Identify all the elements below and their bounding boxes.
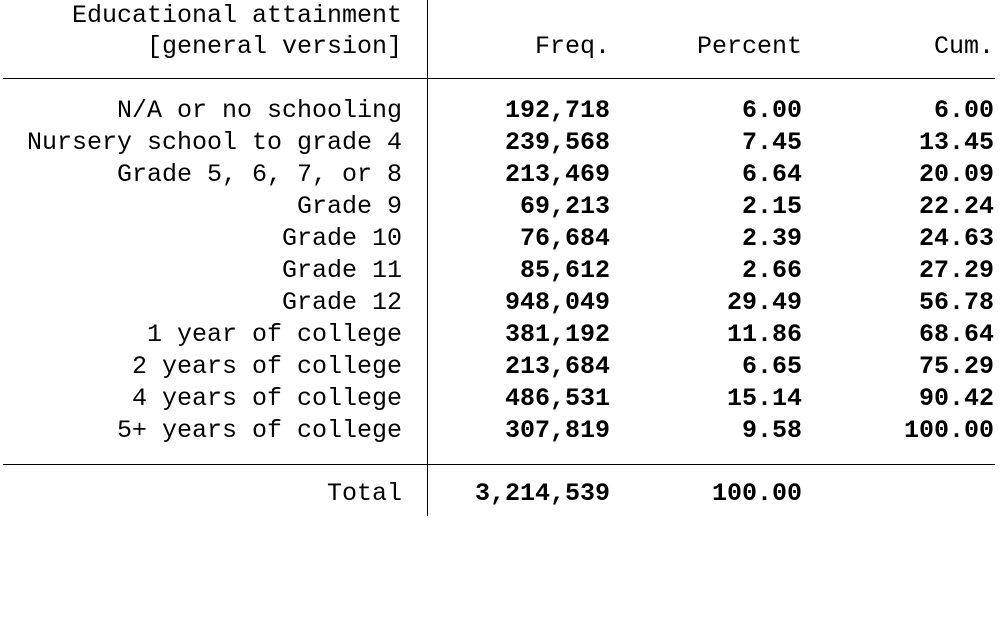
table-row: Grade 9 69,213 2.15 22.24	[0, 191, 1001, 223]
row-freq: 307,819	[504, 416, 610, 445]
row-percent: 6.64	[741, 160, 802, 189]
row-label: Grade 5, 6, 7, or 8	[116, 160, 402, 189]
total-divider	[3, 464, 995, 465]
row-percent: 29.49	[726, 288, 802, 317]
row-label: 5+ years of college	[116, 416, 402, 445]
total-percent: 100.00	[711, 479, 802, 508]
row-label: Grade 10	[281, 224, 402, 253]
row-cum: 13.45	[918, 128, 994, 157]
row-freq: 213,684	[504, 352, 610, 381]
row-freq: 948,049	[504, 288, 610, 317]
row-freq: 192,718	[504, 96, 610, 125]
total-row: Total 3,214,539 100.00	[0, 478, 1001, 510]
table-row: Grade 12 948,049 29.49 56.78	[0, 287, 1001, 319]
total-freq: 3,214,539	[474, 479, 610, 508]
table-row: Grade 10 76,684 2.39 24.63	[0, 223, 1001, 255]
table-row: Grade 11 85,612 2.66 27.29	[0, 255, 1001, 287]
row-label: Grade 9	[296, 192, 402, 221]
row-label: 4 years of college	[131, 384, 402, 413]
row-percent: 2.15	[741, 192, 802, 221]
row-label: Nursery school to grade 4	[26, 128, 402, 157]
header-row-2: [general version] Freq. Percent Cum.	[0, 31, 1001, 63]
row-percent: 11.86	[726, 320, 802, 349]
row-cum: 20.09	[918, 160, 994, 189]
header-cum: Cum.	[933, 32, 994, 61]
row-label: Grade 12	[281, 288, 402, 317]
row-freq: 69,213	[519, 192, 610, 221]
header-label-line1: Educational attainment	[71, 1, 402, 30]
row-freq: 213,469	[504, 160, 610, 189]
header-label-line2: [general version]	[146, 32, 402, 61]
row-percent: 6.65	[741, 352, 802, 381]
row-percent: 9.58	[741, 416, 802, 445]
table-row: Grade 5, 6, 7, or 8 213,469 6.64 20.09	[0, 159, 1001, 191]
row-cum: 100.00	[903, 416, 994, 445]
table-row: 2 years of college 213,684 6.65 75.29	[0, 351, 1001, 383]
total-label: Total	[326, 479, 402, 508]
row-label: 2 years of college	[131, 352, 402, 381]
row-cum: 56.78	[918, 288, 994, 317]
row-freq: 486,531	[504, 384, 610, 413]
table-row: 1 year of college 381,192 11.86 68.64	[0, 319, 1001, 351]
row-label: Grade 11	[281, 256, 402, 285]
table-row: 5+ years of college 307,819 9.58 100.00	[0, 415, 1001, 447]
table-row: 4 years of college 486,531 15.14 90.42	[0, 383, 1001, 415]
row-cum: 27.29	[918, 256, 994, 285]
row-cum: 75.29	[918, 352, 994, 381]
header-divider	[3, 78, 995, 79]
row-freq: 239,568	[504, 128, 610, 157]
header-freq: Freq.	[534, 32, 610, 61]
row-percent: 6.00	[741, 96, 802, 125]
row-freq: 381,192	[504, 320, 610, 349]
table-row: N/A or no schooling 192,718 6.00 6.00	[0, 95, 1001, 127]
column-separator-top	[427, 0, 428, 465]
row-cum: 22.24	[918, 192, 994, 221]
row-percent: 2.66	[741, 256, 802, 285]
row-cum: 24.63	[918, 224, 994, 253]
row-percent: 7.45	[741, 128, 802, 157]
table-row: Nursery school to grade 4 239,568 7.45 1…	[0, 127, 1001, 159]
header-percent: Percent	[696, 32, 802, 61]
row-percent: 15.14	[726, 384, 802, 413]
row-percent: 2.39	[741, 224, 802, 253]
row-label: N/A or no schooling	[116, 96, 402, 125]
row-freq: 76,684	[519, 224, 610, 253]
row-cum: 68.64	[918, 320, 994, 349]
row-freq: 85,612	[519, 256, 610, 285]
row-label: 1 year of college	[146, 320, 402, 349]
row-cum: 6.00	[933, 96, 994, 125]
row-cum: 90.42	[918, 384, 994, 413]
header-row-1: Educational attainment	[0, 0, 1001, 32]
column-separator-bottom	[427, 465, 428, 516]
